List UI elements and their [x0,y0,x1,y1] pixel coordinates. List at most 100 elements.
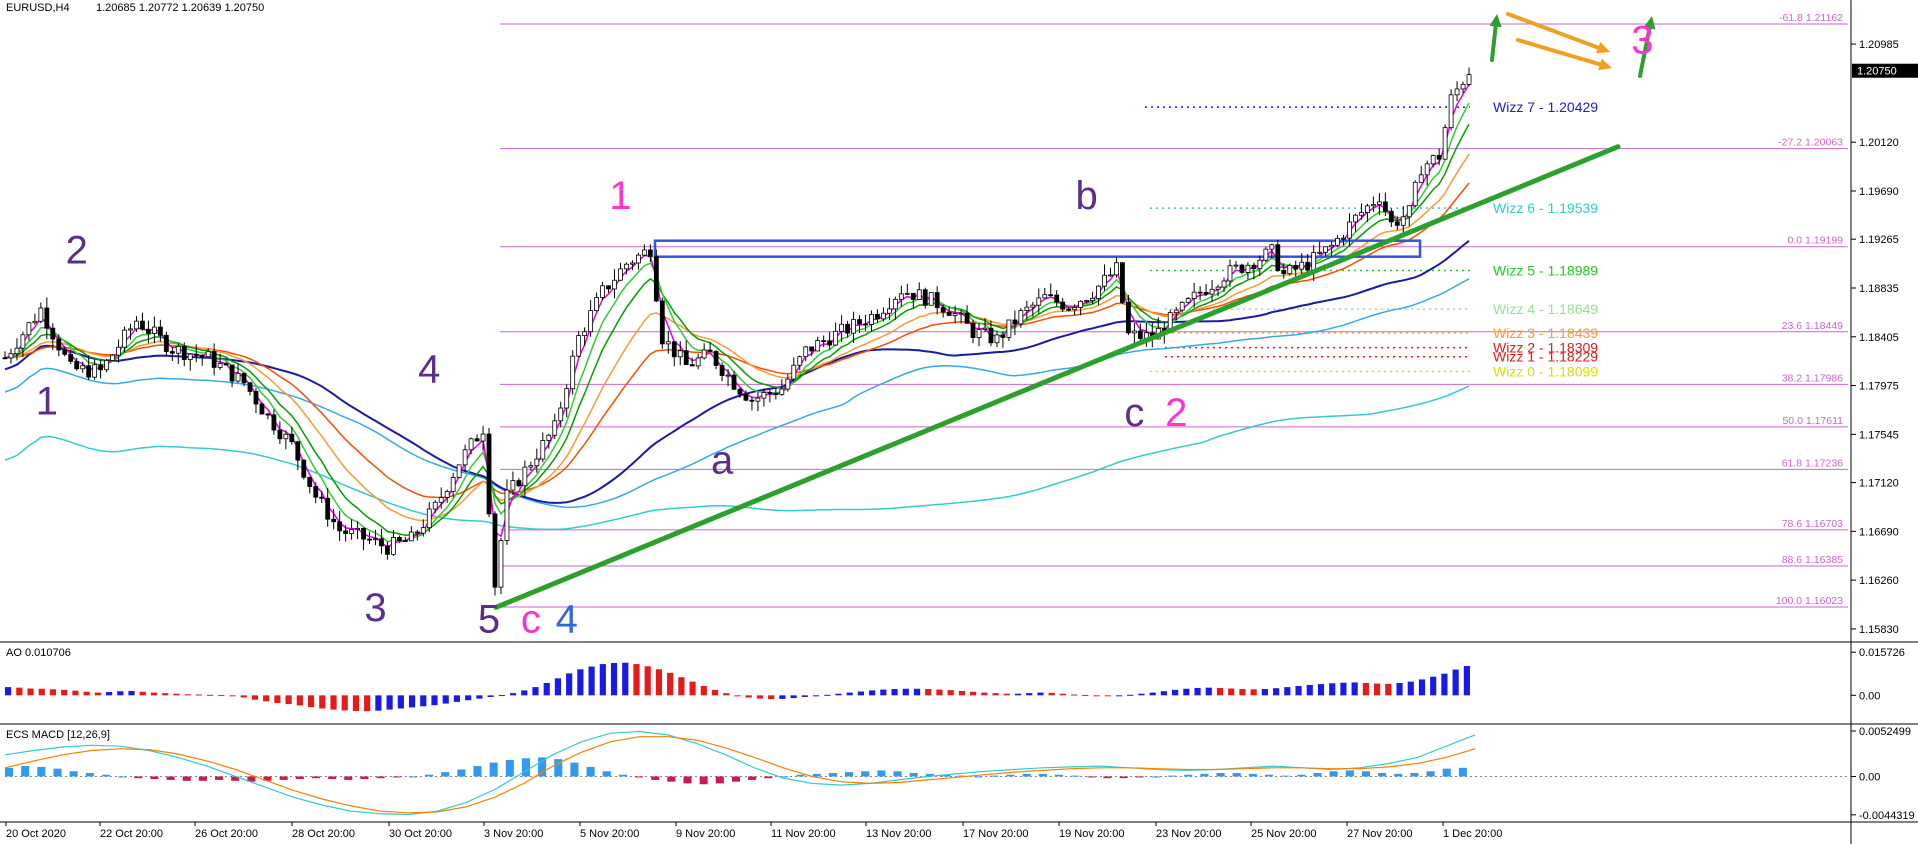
ao-bar [94,692,101,696]
fibonacci-levels: -61.8 1.21162 -27.2 1.20063 0.0 1.19199 23.… [500,12,1848,608]
bull-candle [1084,300,1089,302]
macd-hist-bar [683,776,692,784]
bear-candle [181,346,187,360]
price-tick-label: 1.20985 [1859,39,1899,51]
wave-label: c [521,597,541,641]
bear-candle [492,513,498,588]
bull-candle [600,285,605,298]
macd-hist-bar [1442,768,1451,777]
macd-hist-bar [1055,774,1064,777]
wave-label: 2 [1165,391,1187,435]
bull-candle [755,397,761,402]
macd-hist-bar [538,757,547,777]
ao-bar [218,695,225,697]
bear-candle [157,326,163,336]
bull-candle [391,537,396,555]
bull-candle [797,356,803,366]
bull-candle [1347,221,1352,239]
bear-candle [773,393,779,395]
bull-candle [761,392,767,399]
bull-candle [26,322,32,336]
bear-candle [259,403,265,415]
bull-candle [624,263,629,270]
macd-hist-bar [101,774,110,777]
bull-candle [373,538,378,541]
bear-candle [343,530,349,534]
macd-hist-bar [780,776,789,778]
bear-candle [68,353,74,362]
bull-candle [1424,163,1430,176]
bull-candle [552,420,558,436]
ao-bar [453,695,461,702]
macd-hist-bar [1087,776,1096,778]
bull-candle [618,268,623,281]
macd-hist-bar [1135,776,1144,778]
ao-bar [173,693,180,696]
macd-hist-bar [861,771,870,777]
bear-candle [241,372,247,384]
bear-candle [98,364,104,371]
bull-candle [104,360,109,371]
bull-candle [570,355,576,390]
ao-bar [1093,695,1100,697]
ao-bar [1228,688,1235,696]
price-tick-label: 1.18835 [1859,283,1899,295]
wave-label: 3 [1631,19,1653,63]
support-box[interactable] [653,239,1422,258]
ao-bar [1351,682,1358,696]
ao-bar [667,672,674,696]
bull-candle [958,312,964,315]
macd-hist-bar [877,770,886,777]
bull-candle [1036,297,1042,306]
wave-label: b [1075,174,1097,218]
ao-bar [274,695,281,704]
ao-bar [1205,687,1212,696]
ao-bar [577,669,584,696]
up-arrow-green-head [1489,14,1502,28]
bull-candle [1418,174,1424,183]
ao-histogram [5,662,1470,712]
ao-bar [644,666,651,696]
ao-bar [689,681,696,696]
ao-bar [947,690,954,696]
macd-hist-bar [1071,775,1080,777]
bull-candle [80,365,86,370]
header-symbol: EURUSD,H4 [6,2,70,14]
ao-bar [633,664,640,696]
ao-bar [1284,687,1291,696]
ao-bar [1418,679,1426,696]
macd-hist-bar [182,776,191,781]
time-tick-label: 20 Oct 2020 [6,828,66,840]
time-tick-label: 26 Oct 20:00 [195,828,258,840]
bull-candle [1215,286,1221,290]
bear-candle [313,486,319,498]
wave-label: 4 [556,597,578,641]
ao-bar [465,695,472,701]
bull-candle [881,312,886,320]
ao-bar [139,691,146,696]
macd-hist-bar [699,776,708,785]
trend-line[interactable] [493,144,1621,610]
bear-candle [647,249,653,258]
wave-label: a [711,438,734,482]
ao-bar [72,690,79,696]
macd-hist-bar [1200,773,1209,777]
macd-hist-bar [1022,773,1031,777]
bear-candle [940,307,946,313]
macd-hist-bar [1426,771,1435,777]
ao-bar [263,695,270,702]
wizz-level-label: Wizz 4 - 1.18649 [1493,301,1598,317]
bull-candle [851,319,856,334]
ao-bar [756,695,764,699]
price-tick-label: 1.15830 [1859,624,1899,636]
macd-hist-bar [974,776,983,778]
down-arrow-orange-2 [1516,38,1607,68]
bull-candle [32,320,38,324]
bear-candle [1382,201,1388,212]
fib-level-label: 100.0 1.16023 [1776,595,1843,607]
ao-bar [1407,681,1414,696]
ao-bar [723,693,730,696]
